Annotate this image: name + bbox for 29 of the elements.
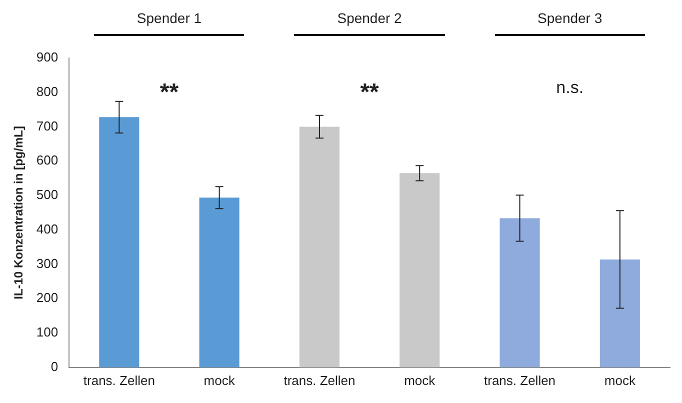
- y-tick-label: 500: [36, 187, 58, 202]
- y-tick-label: 700: [36, 118, 58, 134]
- y-tick-label: 400: [36, 221, 58, 236]
- annotation: **: [360, 79, 380, 106]
- y-tick-label: 100: [36, 324, 58, 340]
- text: Spender 1: [136, 10, 203, 26]
- text: Spender 2: [336, 10, 403, 26]
- text: Spender 3: [536, 10, 604, 26]
- x-tick-label: mock: [204, 372, 236, 388]
- x-tick-label: trans. Zellen: [83, 372, 155, 388]
- y-tick-label: 300: [36, 256, 58, 271]
- x-tick-label: trans. Zellen: [484, 372, 556, 388]
- y-tick-label: 200: [36, 290, 58, 306]
- bar: [500, 218, 540, 368]
- bar: [199, 198, 240, 368]
- bar: [600, 259, 640, 368]
- x-tick-label: trans. Zellen: [284, 372, 356, 388]
- x-tick-label: mock: [404, 372, 436, 388]
- y-axis-title: IL-10 Konzentration in [pg/mL]: [12, 126, 26, 300]
- y-tick-label: 800: [36, 84, 58, 99]
- bar: [99, 117, 140, 368]
- bar: [400, 173, 440, 368]
- y-tick-label: 900: [36, 50, 58, 65]
- x-tick-label: mock: [604, 372, 636, 388]
- annotation: n.s.: [556, 78, 584, 97]
- y-tick-label: 0: [50, 358, 58, 374]
- y-tick-label: 600: [36, 152, 58, 168]
- bar: [299, 126, 340, 368]
- annotation: **: [160, 79, 180, 106]
